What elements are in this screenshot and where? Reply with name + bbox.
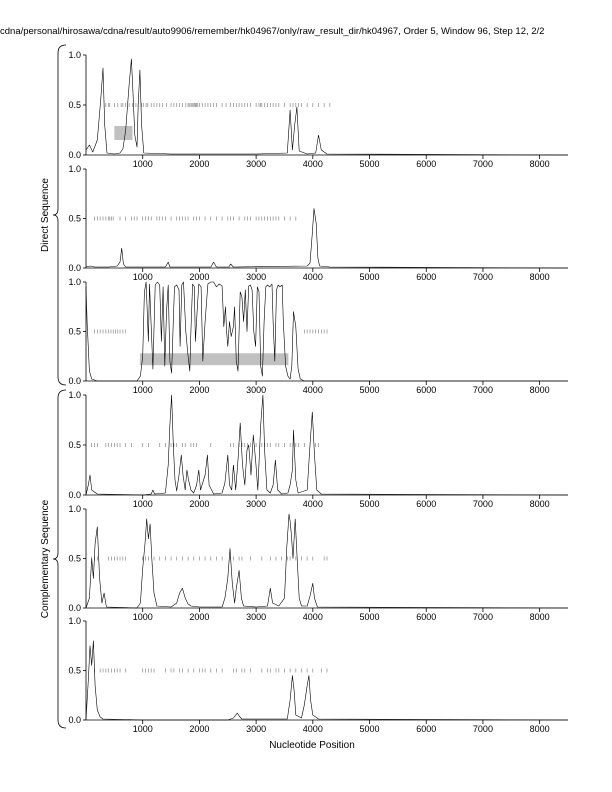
panel-3: 0.0 0.5 1.0 1000 2000 3000 4000 5000 6000 7000 800… bbox=[68, 277, 568, 395]
panel-4-x-tick-label: 5000 bbox=[360, 499, 380, 509]
panel-2-x-tick-label: 8000 bbox=[530, 272, 550, 282]
panel-4-x-tick-label: 1000 bbox=[133, 499, 153, 509]
panel-1-x-tick-label: 1000 bbox=[133, 159, 153, 169]
panel-5-x-tick-label: 1000 bbox=[133, 612, 153, 622]
panel-6-y-tick-label: 0.5 bbox=[68, 666, 81, 676]
panel-4-y-tick-label: 0.0 bbox=[68, 490, 81, 500]
panel-3-y-tick-label: 0.0 bbox=[68, 376, 81, 386]
panel-1-y-tick-label: 1.0 bbox=[68, 50, 81, 60]
panel-5-x-tick-label: 5000 bbox=[360, 612, 380, 622]
panel-3-x-tick-label: 4000 bbox=[303, 385, 323, 395]
panel-6-x-tick-label: 5000 bbox=[360, 724, 380, 734]
panel-5-y-tick-label: 0.0 bbox=[68, 603, 81, 613]
panel-6: 0.0 0.5 1.0 1000 2000 3000 4000 5000 6000 7000 800… bbox=[68, 616, 569, 734]
panel-6-x-tick-label: 4000 bbox=[303, 724, 323, 734]
panel-1-x-tick-label: 2000 bbox=[189, 159, 209, 169]
panel-2-x-tick-label: 4000 bbox=[303, 272, 323, 282]
panel-1-box-1 bbox=[114, 126, 133, 140]
panel-4-x-tick-label: 3000 bbox=[246, 499, 266, 509]
complementary-sequence-label: Complementary Sequence bbox=[40, 499, 51, 618]
panel-3-x-tick-label: 2000 bbox=[189, 385, 209, 395]
panel-2-x-tick-label: 3000 bbox=[246, 272, 266, 282]
panel-5-x-tick-label: 3000 bbox=[246, 612, 266, 622]
panel-3-x-tick-label: 1000 bbox=[133, 385, 153, 395]
panel-1-x-tick-label: 7000 bbox=[473, 159, 493, 169]
panel-3-y-tick-label: 0.5 bbox=[68, 327, 81, 337]
panel-4-x-tick-label: 4000 bbox=[303, 499, 323, 509]
panel-1-y-tick-label: 0.5 bbox=[68, 100, 81, 110]
panel-6-y-tick-label: 0.0 bbox=[68, 715, 81, 725]
panel-5-x-tick-label: 6000 bbox=[416, 612, 436, 622]
panel-6-x-tick-label: 7000 bbox=[473, 724, 493, 734]
panel-1-x-tick-label: 3000 bbox=[246, 159, 266, 169]
panel-5-x-tick-label: 2000 bbox=[189, 612, 209, 622]
panel-1-x-tick-label: 6000 bbox=[416, 159, 436, 169]
panel-2: 0.0 0.5 1.0 1000 2000 3000 4000 5000 6000 7000 800… bbox=[68, 164, 569, 282]
page-title: cdna/personal/hirosawa/cdna/result/auto9… bbox=[0, 26, 545, 37]
complementary-sequence-brace bbox=[52, 389, 67, 729]
panel-1-x-tick-label: 8000 bbox=[530, 159, 550, 169]
panel-5-x-tick-label: 4000 bbox=[303, 612, 323, 622]
panel-4-x-tick-label: 2000 bbox=[189, 499, 209, 509]
panel-6-series-line bbox=[85, 640, 569, 721]
panel-6-y-tick-label: 1.0 bbox=[68, 616, 81, 626]
panel-2-x-tick-label: 1000 bbox=[133, 272, 153, 282]
panel-6-x-tick-label: 2000 bbox=[189, 724, 209, 734]
panel-4-x-tick-label: 8000 bbox=[530, 499, 550, 509]
panel-5-y-tick-label: 0.5 bbox=[68, 554, 81, 564]
panel-1: 0.0 0.5 1.0 1000 2000 3000 4000 5000 6000 7000 800… bbox=[68, 50, 569, 169]
panel-4-y-tick-label: 1.0 bbox=[68, 390, 81, 400]
panel-2-x-tick-label: 2000 bbox=[189, 272, 209, 282]
panel-1-x-tick-label: 4000 bbox=[303, 159, 323, 169]
panel-4: 0.0 0.5 1.0 1000 2000 3000 4000 5000 6000 7000 800… bbox=[68, 390, 569, 509]
panel-3-x-tick-label: 3000 bbox=[246, 385, 266, 395]
x-axis-label: Nucleotide Position bbox=[269, 740, 355, 751]
panel-4-x-tick-label: 7000 bbox=[473, 499, 493, 509]
panel-5: 0.0 0.5 1.0 1000 2000 3000 4000 5000 6000 7000 800… bbox=[68, 504, 569, 622]
panel-2-y-tick-label: 0.0 bbox=[68, 263, 81, 273]
panel-3-y-tick-label: 1.0 bbox=[68, 277, 81, 287]
panel-5-x-tick-label: 7000 bbox=[473, 612, 493, 622]
panel-4-y-tick-label: 0.5 bbox=[68, 440, 81, 450]
panel-3-x-tick-label: 8000 bbox=[530, 385, 550, 395]
panel-5-x-tick-label: 8000 bbox=[530, 612, 550, 622]
panel-6-x-tick-label: 6000 bbox=[416, 724, 436, 734]
panel-2-y-tick-label: 0.5 bbox=[68, 214, 81, 224]
panel-4-series-line bbox=[85, 394, 569, 496]
panel-3-x-tick-label: 6000 bbox=[416, 385, 436, 395]
panel-6-x-tick-label: 1000 bbox=[133, 724, 153, 734]
panel-6-x-tick-label: 3000 bbox=[246, 724, 266, 734]
panel-5-y-tick-label: 1.0 bbox=[68, 504, 81, 514]
panel-6-x-tick-label: 8000 bbox=[530, 724, 550, 734]
panel-5-series-line bbox=[85, 513, 569, 609]
panel-3-box-1 bbox=[139, 353, 289, 366]
panel-4-x-tick-label: 6000 bbox=[416, 499, 436, 509]
panel-3-series-line bbox=[85, 281, 568, 382]
panel-1-series-line bbox=[85, 58, 569, 156]
panel-1-y-tick-label: 0.0 bbox=[68, 150, 81, 160]
direct-sequence-brace bbox=[52, 44, 67, 386]
panel-2-y-tick-label: 1.0 bbox=[68, 164, 81, 174]
panel-2-x-tick-label: 5000 bbox=[360, 272, 380, 282]
panel-2-x-tick-label: 6000 bbox=[416, 272, 436, 282]
panel-1-x-tick-label: 5000 bbox=[360, 159, 380, 169]
direct-sequence-label: Direct Sequence bbox=[40, 178, 51, 252]
panel-3-x-tick-label: 5000 bbox=[360, 385, 380, 395]
panel-3-x-tick-label: 7000 bbox=[473, 385, 493, 395]
panel-2-series-line bbox=[85, 208, 569, 269]
panel-2-x-tick-label: 7000 bbox=[473, 272, 493, 282]
